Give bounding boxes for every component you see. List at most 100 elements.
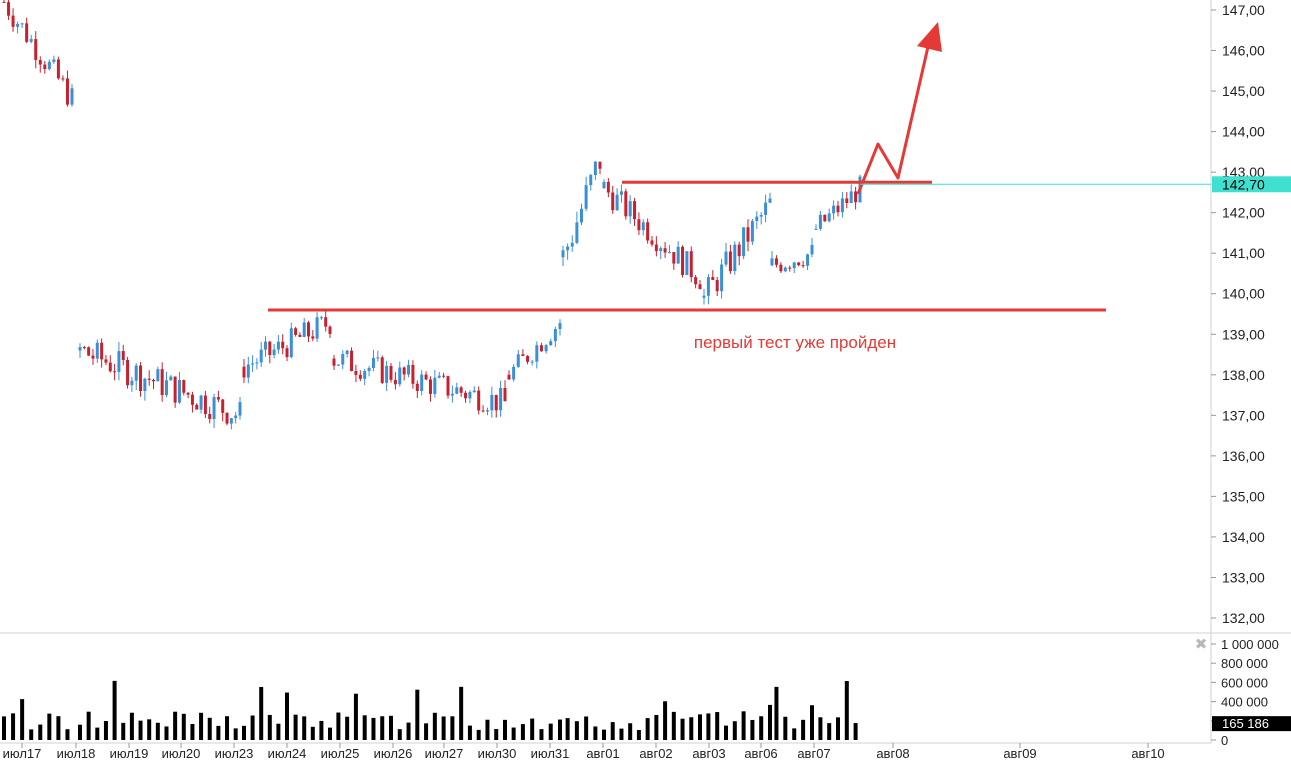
candle-body [685,251,689,275]
price-tick-label: 137,00 [1222,407,1265,423]
candle-body [561,250,565,258]
candle-body [437,375,441,378]
forecast-arrowhead [917,22,942,52]
candle-body [164,380,168,395]
candle-body [797,262,801,266]
volume-bar [20,699,25,740]
close-volume-pane-icon[interactable]: ✖ [1194,635,1208,653]
candle-body [160,369,164,395]
candle-body [774,258,778,265]
candle-body [173,376,177,403]
candle-body [728,251,732,272]
volume-bar [584,716,589,740]
volume-bars [2,680,858,740]
candle-body [104,359,108,363]
candle-body [16,23,20,27]
candle-body [526,356,530,362]
volume-bar [689,717,694,740]
volume-bar [520,724,525,740]
price-tick-label: 146,00 [1222,43,1265,59]
time-tick-label: июл31 [531,746,570,761]
time-tick-label: авг10 [1131,746,1164,761]
candle-body [549,341,553,346]
annotation-text: первый тест уже пройден [694,333,896,352]
candle-body [411,364,415,384]
price-tick-label: 134,00 [1222,529,1265,545]
candle-body [130,380,134,386]
candle-body [783,267,787,272]
volume-bar [11,713,16,740]
candle-body [319,317,323,319]
volume-bar [801,719,806,740]
candle-body [354,371,358,375]
candle-body [190,394,194,405]
candle-body [82,347,86,349]
volume-tick-label: 800 000 [1221,656,1268,671]
current-price-tag [1212,176,1291,193]
candle-body [801,265,805,267]
candle-body [472,390,476,393]
price-tick-label: 145,00 [1222,83,1265,99]
candle-body [720,264,724,292]
candle-body [47,61,51,70]
volume-bar [181,713,186,740]
candle-body [832,205,836,214]
volume-bar [267,714,272,740]
candle-body [134,365,138,381]
candle-body [575,222,579,243]
candle-body [615,194,619,211]
candle-body [25,23,29,42]
candle-body [477,390,481,411]
volume-bar [199,712,204,740]
volume-bar [530,718,535,740]
price-tick-label: 132,00 [1222,610,1265,626]
candle-body [43,64,47,70]
volume-bar [602,729,606,740]
candle-body [663,248,667,253]
candle-body [398,367,402,385]
volume-bar [424,723,429,740]
time-tick-label: июл24 [268,746,307,761]
candle-body [341,354,345,365]
candle-body [539,345,543,352]
candle-body [221,399,225,413]
candle-body [376,357,380,359]
candle-body [259,349,263,363]
candle-body [654,244,658,252]
time-tick-label: июл19 [110,746,149,761]
time-tick-label: июл20 [162,746,201,761]
volume-bar [47,713,52,740]
volume-bar [293,714,298,740]
candle-body [580,208,583,223]
candle-body [659,248,663,252]
candle-body [584,185,588,209]
candle-body [428,379,432,394]
price-tick-label: 133,00 [1222,569,1265,585]
candle-body [294,328,298,335]
volume-bar [774,686,779,740]
candle-body [672,252,676,264]
time-tick-label: авг03 [692,746,725,761]
price-tick-label: 140,00 [1222,286,1265,302]
candle-body [20,23,24,25]
candle-body [242,366,246,378]
candle-body [225,412,229,424]
candle-body [598,161,602,169]
candle-body [788,267,792,269]
candle-body [2,1,6,3]
time-tick-label: июл26 [374,746,413,761]
candle-body [566,246,570,251]
candle-body [380,357,384,383]
candle-body [350,350,354,372]
volume-bar [593,726,598,740]
candle-body [272,349,276,356]
volume-bar [503,719,507,740]
axes [0,0,1291,744]
price-tick-label: 139,00 [1222,326,1265,342]
candle-body [143,378,147,392]
candle-body [276,341,280,350]
candle-body [464,392,468,399]
candle-body [698,284,702,290]
